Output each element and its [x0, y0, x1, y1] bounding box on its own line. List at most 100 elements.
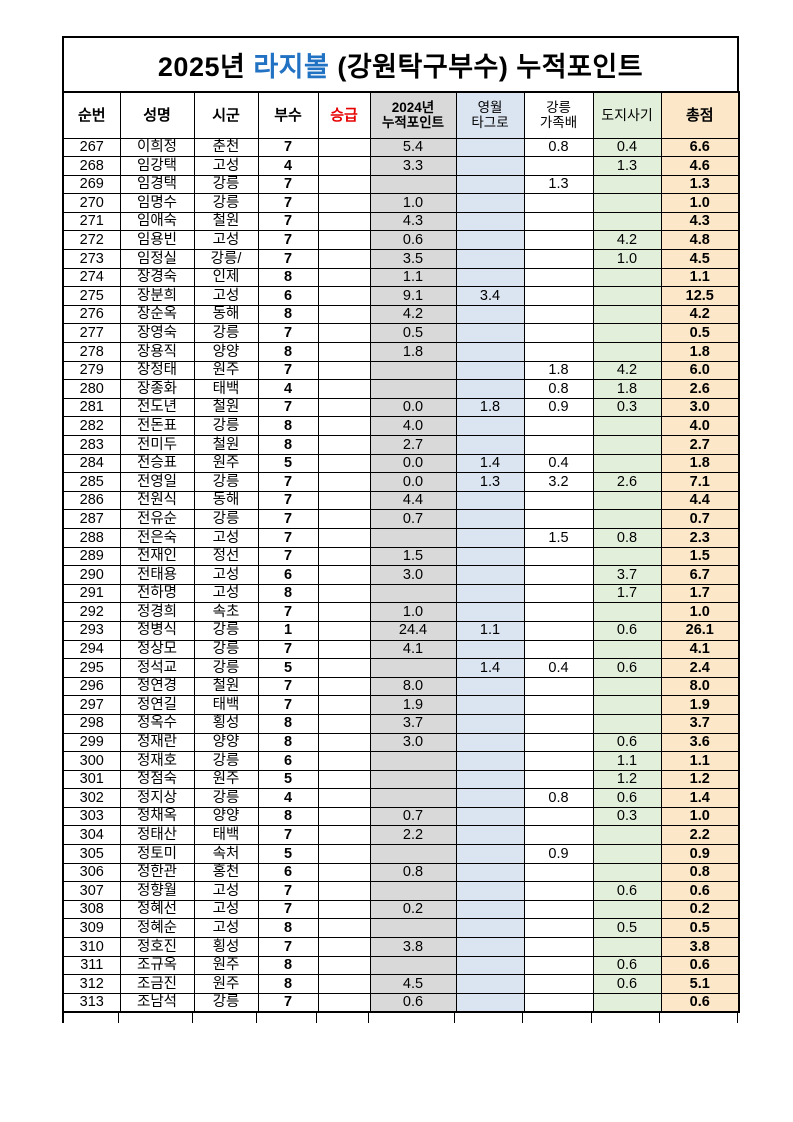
- cell-yeongwol: [455, 323, 525, 344]
- cell-gangneung: 1.3: [523, 174, 594, 195]
- cell-gangneung: 0.8: [523, 379, 594, 399]
- cell-total: 5.1: [660, 974, 740, 994]
- cell-name: 전유순: [119, 509, 195, 529]
- column-header-name: 성명: [119, 91, 195, 139]
- cell-total: 1.3: [660, 174, 740, 195]
- cell-promotion: [317, 360, 371, 381]
- cell-city: 원주: [193, 769, 259, 790]
- cell-gangneung: [523, 751, 594, 771]
- cell-yeongwol: [455, 156, 525, 176]
- spreadsheet-page: 2025년 라지볼 (강원탁구부수) 누적포인트 순번 성명 시군 부수 승급 2024년…: [62, 36, 740, 1023]
- table-row: 286 전원식 동해 7 4.4 4.4: [62, 490, 740, 511]
- cell-pts2024: 4.2: [369, 304, 457, 325]
- cell-gangneung: [523, 156, 594, 176]
- cell-division: 8: [257, 732, 319, 753]
- cell-name: 전재인: [119, 546, 195, 567]
- cell-total: 4.0: [660, 416, 740, 436]
- table-row: 295 정석교 강릉 5 1.4 0.4 0.6 2.4: [62, 658, 740, 678]
- cell-promotion: [317, 174, 371, 195]
- cell-division: 8: [257, 955, 319, 976]
- table-row: 290 전태용 고성 6 3.0 3.7 6.7: [62, 565, 740, 585]
- table-body: 267 이희정 춘천 7 5.4 0.8 0.4 6.6 268 임강택 고성 4 3.3 1.3 4.6 2…: [62, 137, 740, 1013]
- cell-total: 0.6: [660, 881, 740, 901]
- cell-city: 고성: [193, 230, 259, 251]
- cell-no: 277: [62, 323, 121, 344]
- cell-pts2024: [369, 844, 457, 864]
- cell-dojisagi: 0.6: [592, 788, 662, 808]
- cell-division: 6: [257, 286, 319, 306]
- cell-city: 원주: [193, 360, 259, 381]
- cell-dojisagi: 1.8: [592, 379, 662, 399]
- cell-no: 298: [62, 713, 121, 734]
- cell-total: 4.3: [660, 211, 740, 232]
- cell-yeongwol: [455, 565, 525, 585]
- cell-no: 296: [62, 676, 121, 697]
- cell-city: 고성: [193, 899, 259, 920]
- cell-gangneung: [523, 862, 594, 883]
- cell-name: 정재란: [119, 732, 195, 753]
- cell-division: 7: [257, 602, 319, 622]
- table-row: 298 정옥수 횡성 8 3.7 3.7: [62, 713, 740, 734]
- cell-promotion: [317, 137, 371, 158]
- cell-pts2024: 3.0: [369, 565, 457, 585]
- cell-yeongwol: [455, 509, 525, 529]
- cell-no: 288: [62, 527, 121, 548]
- cell-name: 정향월: [119, 881, 195, 901]
- cell-gangneung: [523, 769, 594, 790]
- cell-promotion: [317, 397, 371, 418]
- cell-total: 4.1: [660, 639, 740, 660]
- cell-gangneung: [523, 416, 594, 436]
- cell-no: 268: [62, 156, 121, 176]
- cell-gangneung: [523, 825, 594, 846]
- cell-no: 307: [62, 881, 121, 901]
- cell-city: 철원: [193, 211, 259, 232]
- cell-name: 정연경: [119, 676, 195, 697]
- cell-total: 4.5: [660, 249, 740, 269]
- cell-division: 8: [257, 806, 319, 827]
- cell-no: 275: [62, 286, 121, 306]
- cell-yeongwol: [455, 137, 525, 158]
- cell-pts2024: [369, 360, 457, 381]
- cell-city: 강릉: [193, 751, 259, 771]
- table-row: 270 임명수 강릉 7 1.0 1.0: [62, 193, 740, 213]
- cell-city: 양양: [193, 342, 259, 362]
- cell-promotion: [317, 658, 371, 678]
- gridline-stub: [193, 1012, 257, 1023]
- cell-yeongwol: [455, 844, 525, 864]
- cell-city: 강릉: [193, 788, 259, 808]
- cell-division: 8: [257, 583, 319, 604]
- table-row: 285 전영일 강릉 7 0.0 1.3 3.2 2.6 7.1: [62, 472, 740, 492]
- cell-yeongwol: [455, 211, 525, 232]
- cell-dojisagi: [592, 602, 662, 622]
- cell-no: 294: [62, 639, 121, 660]
- cell-promotion: [317, 602, 371, 622]
- cell-total: 6.6: [660, 137, 740, 158]
- cell-dojisagi: 0.6: [592, 955, 662, 976]
- cell-pts2024: 1.5: [369, 546, 457, 567]
- cell-city: 춘천: [193, 137, 259, 158]
- cell-total: 0.9: [660, 844, 740, 864]
- cell-no: 311: [62, 955, 121, 976]
- cell-city: 양양: [193, 732, 259, 753]
- cell-total: 2.2: [660, 825, 740, 846]
- cell-city: 속초: [193, 602, 259, 622]
- cell-promotion: [317, 974, 371, 994]
- cell-gangneung: 0.8: [523, 137, 594, 158]
- page-title: 2025년 라지볼 (강원탁구부수) 누적포인트: [62, 36, 739, 93]
- cell-promotion: [317, 416, 371, 436]
- cell-promotion: [317, 992, 371, 1013]
- cell-pts2024: 5.4: [369, 137, 457, 158]
- partial-next-row: [62, 1012, 739, 1023]
- table-row: 294 정상모 강릉 7 4.1 4.1: [62, 639, 740, 660]
- cell-no: 278: [62, 342, 121, 362]
- cell-no: 299: [62, 732, 121, 753]
- cell-division: 6: [257, 565, 319, 585]
- cell-division: 8: [257, 713, 319, 734]
- cell-dojisagi: [592, 453, 662, 474]
- cell-dojisagi: [592, 844, 662, 864]
- cell-total: 1.1: [660, 751, 740, 771]
- cell-dojisagi: 0.3: [592, 397, 662, 418]
- cell-pts2024: [369, 918, 457, 939]
- gridline-stub: [523, 1012, 592, 1023]
- cell-yeongwol: [455, 937, 525, 957]
